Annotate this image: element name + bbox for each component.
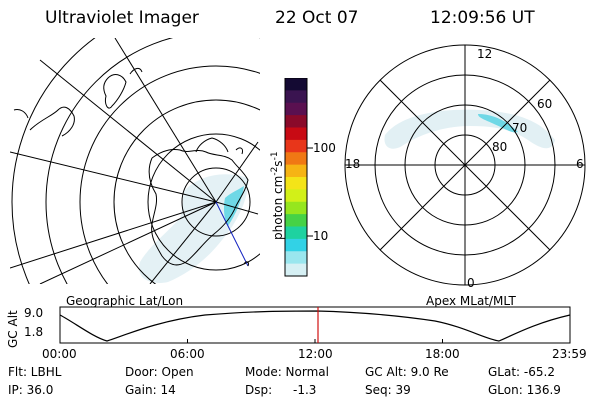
ip-info: IP: 36.0 — [8, 383, 54, 397]
mode-info: Mode: Normal — [245, 365, 329, 379]
meridian-line — [39, 59, 217, 203]
colorbar-tick-label-100: 100 — [313, 141, 336, 155]
coastline — [129, 67, 143, 75]
timeline-xtick-2359: 23:59 — [552, 347, 587, 361]
geographic-map — [10, 38, 260, 284]
colorbar-swatches — [285, 78, 307, 277]
glat-info: GLat: -65.2 — [488, 365, 555, 379]
observation-date: 22 Oct 07 — [275, 8, 359, 28]
aurora-bright — [224, 186, 244, 226]
colorbar-swatch — [285, 90, 307, 104]
seq-info: Seq: 39 — [365, 383, 411, 397]
gc-alt-info: GC Alt: 9.0 Re — [365, 365, 449, 379]
colorbar-swatch — [285, 214, 307, 228]
timeline-frame — [59, 306, 571, 344]
sun-direction-line — [215, 201, 249, 267]
colorbar-swatch — [285, 251, 307, 265]
timeline-xtick-1200: 12:00 — [298, 347, 333, 361]
apex-map-caption: Apex MLat/MLT — [426, 294, 516, 308]
meridian-line — [215, 141, 259, 203]
timeline-ytick-9: 9.0 — [24, 306, 44, 320]
timeline-xtick-0000: 00:00 — [42, 347, 77, 361]
colorbar-swatch — [285, 115, 307, 129]
timeline-xtick-0600: 06:00 — [170, 347, 205, 361]
aurora-emission — [384, 109, 555, 149]
instrument-title: Ultraviolet Imager — [45, 8, 199, 28]
dsp-value: -1.3 — [293, 383, 317, 397]
geographic-map-caption: Geographic Lat/Lon — [66, 294, 184, 308]
colorbar-swatch — [285, 164, 307, 178]
colorbar-swatch — [285, 177, 307, 190]
island-coast — [235, 147, 243, 155]
meridian-line — [10, 151, 217, 203]
mlt-line-diag — [379, 79, 551, 251]
colorbar-swatch — [285, 102, 307, 116]
colorbar-swatch — [285, 263, 307, 277]
colorbar-tick-label-10: 10 — [313, 229, 329, 243]
colorbar-swatch — [285, 189, 307, 203]
mlat-label-70: 70 — [512, 121, 528, 135]
lat-circle — [11, 38, 96, 284]
colorbar-swatch — [285, 139, 307, 153]
colorbar-swatch — [285, 238, 307, 252]
timeline-xtick-1800: 18:00 — [425, 347, 460, 361]
meridian-line — [215, 201, 259, 215]
colorbar-unit-label: photon cm-2s-1 — [270, 151, 285, 240]
lat-circle — [113, 99, 260, 284]
mlt-label-dawn: 6 — [576, 157, 584, 171]
mlt-label-midnight: 0 — [467, 276, 475, 290]
aurora-bright — [478, 114, 518, 133]
island-coast — [243, 261, 249, 267]
meridian-line — [39, 201, 217, 284]
mlat-label-60: 60 — [537, 97, 553, 111]
mlat-label-80: 80 — [492, 140, 508, 154]
lat-circle — [79, 65, 260, 284]
meridian-line — [10, 201, 217, 269]
meridian-line — [149, 201, 217, 284]
door-info: Door: Open — [125, 365, 194, 379]
colorbar-swatch — [285, 152, 307, 166]
colorbar-swatch — [285, 78, 307, 91]
mlat-mlt-polar-plot — [344, 44, 586, 286]
mlt-label-dusk: 18 — [345, 157, 361, 171]
meridian-line — [114, 38, 217, 203]
lat-circle — [45, 38, 260, 284]
colorbar-swatch — [285, 201, 307, 215]
aurora-emission — [139, 174, 249, 284]
mlt-label-noon: 12 — [477, 47, 493, 61]
glon-info: GLon: 136.9 — [488, 383, 561, 397]
observation-time: 12:09:56 UT — [430, 8, 535, 28]
timeline-axis-label: GC Alt — [6, 310, 20, 348]
gain-info: Gain: 14 — [125, 383, 176, 397]
altitude-curve — [59, 310, 571, 342]
timeline-ytick-1: 1.8 — [24, 325, 44, 339]
coastline — [29, 106, 75, 137]
peninsula-coast — [195, 137, 229, 153]
colorbar-swatch — [285, 226, 307, 240]
timeline-xticks — [59, 339, 571, 343]
colorbar-swatch — [285, 127, 307, 141]
coastline — [103, 74, 127, 109]
antarctica-coast — [148, 149, 249, 266]
altitude-timeline[interactable] — [55, 305, 575, 349]
coastline — [13, 109, 29, 119]
intensity-colorbar — [284, 78, 313, 277]
lat-circle — [181, 167, 251, 237]
dsp-label: Dsp: — [245, 383, 273, 397]
lat-circle — [147, 133, 260, 271]
filter-info: Flt: LBHL — [8, 365, 62, 379]
